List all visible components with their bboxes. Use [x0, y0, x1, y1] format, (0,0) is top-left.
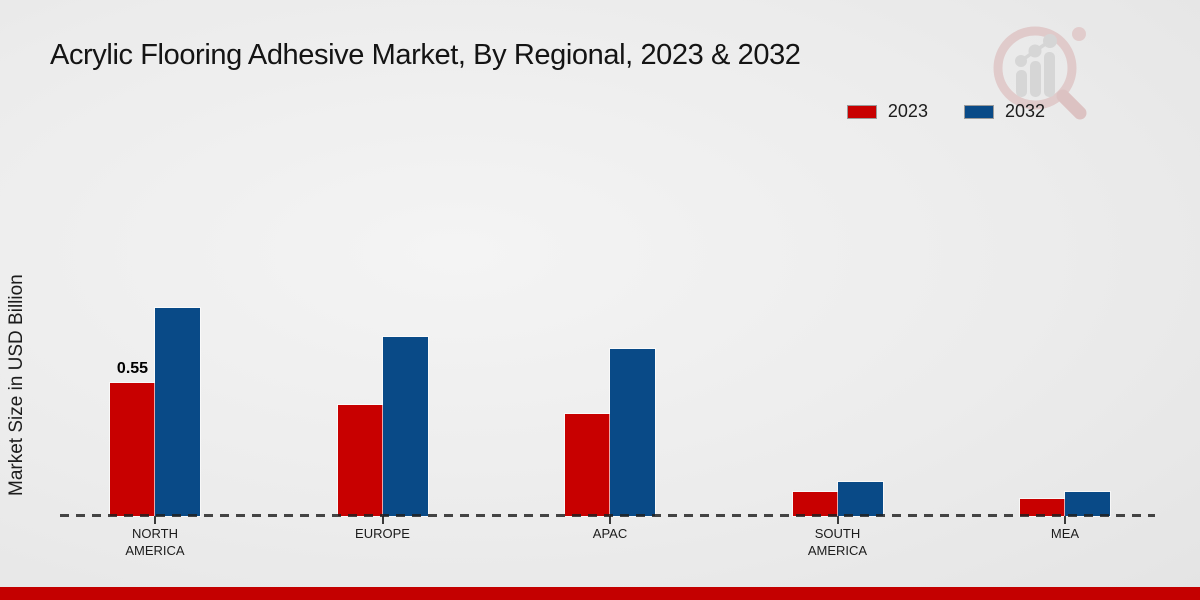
legend-item-2032: 2032 — [963, 101, 1045, 122]
x-axis-label-apac: APAC — [592, 526, 628, 541]
x-axis-label-europe: EUROPE — [355, 526, 410, 541]
x-axis-baseline — [60, 514, 1155, 517]
legend: 2023 2032 — [846, 101, 1045, 122]
chart-title: Acrylic Flooring Adhesive Market, By Reg… — [50, 39, 801, 71]
x-tick-mea — [1064, 516, 1066, 524]
bar-2023-north-america — [109, 382, 156, 517]
bar-2032-north-america — [154, 307, 201, 517]
bar-2023-europe — [336, 404, 384, 517]
legend-item-2023: 2023 — [846, 101, 928, 122]
bar-2023-south-america — [791, 491, 839, 517]
x-axis-label-mea: MEA — [1050, 526, 1080, 541]
x-tick-apac — [609, 516, 611, 524]
bar-2032-south-america — [836, 481, 884, 517]
magnifier-bar-chart-icon — [993, 26, 1087, 120]
x-tick-europe — [381, 516, 384, 524]
x-tick-south-america — [836, 516, 839, 524]
data-label-2023-north-america: 0.55 — [116, 360, 149, 377]
x-tick-north-america — [154, 516, 156, 524]
legend-label-2023: 2023 — [887, 101, 928, 121]
bar-2032-apac — [609, 348, 656, 517]
legend-swatch-2023 — [846, 104, 877, 119]
legend-swatch-2032 — [963, 104, 994, 119]
footer-accent-band — [0, 587, 1200, 600]
x-axis-label-north-america: NORTH AMERICA — [125, 526, 185, 558]
bar-2023-mea — [1019, 498, 1066, 517]
bar-2032-mea — [1064, 491, 1111, 517]
legend-label-2032: 2032 — [1004, 101, 1045, 121]
x-axis-label-south-america: SOUTH AMERICA — [807, 526, 868, 558]
bar-2023-apac — [564, 413, 611, 517]
bar-2032-europe — [381, 336, 429, 517]
